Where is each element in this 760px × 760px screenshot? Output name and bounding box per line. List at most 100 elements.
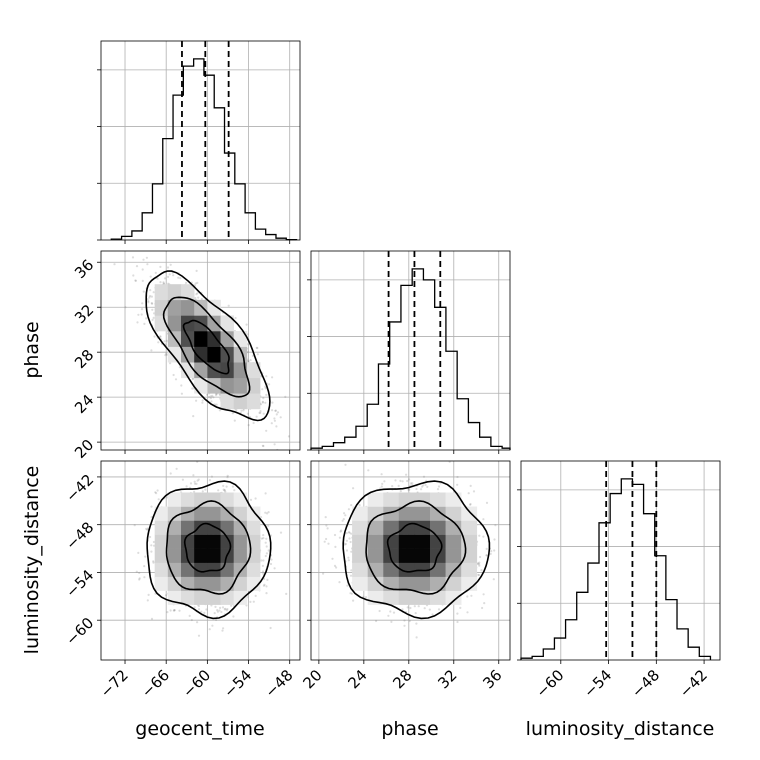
contour-line [145,270,271,422]
density-cell [207,492,221,507]
scatter-point [350,550,353,553]
scatter-point [216,609,219,612]
density-cell [194,590,208,605]
scatter-point [407,489,410,492]
density-cell [233,506,248,521]
scatter-point [408,478,411,481]
scatter-point [266,512,269,515]
scatter-point [214,605,217,609]
density-cell [154,562,169,577]
scatter-point [215,403,218,406]
scatter-point [152,316,155,319]
scatter-point [181,478,184,481]
scatter-point [150,349,153,352]
scatter-point [222,488,225,491]
density-cell [220,393,234,410]
scatter-point [259,410,262,413]
scatter-point [252,600,255,603]
density-cell [167,315,182,332]
scatter-point [269,562,273,566]
scatter-point [210,475,213,478]
scatter-point [265,429,268,432]
scatter-point [397,484,400,487]
scatter-point [265,552,268,555]
scatter-point [224,607,227,610]
scatter-point [185,281,188,284]
density-cell [181,534,195,549]
scatter-point [247,343,250,346]
contour-line [182,319,230,375]
scatter-point [204,488,207,491]
scatter-point [209,397,212,400]
scatter-point [265,393,268,396]
scatter-point [264,541,267,544]
scatter-point [275,413,278,416]
scatter-point [134,279,137,282]
scatter-point [242,409,245,412]
scatter-point [231,412,234,415]
density-cell [246,562,261,577]
scatter-point [518,539,520,541]
scatter-point [172,274,175,277]
contour-line [162,296,251,398]
hist-step-line [520,478,712,660]
scatter-point [172,609,175,612]
scatter-point [178,609,181,612]
density-cell [233,520,248,535]
scatter-point [215,618,218,622]
scatter-point [485,501,489,504]
density-cell [167,346,182,363]
scatter-point [143,565,146,568]
scatter-point [162,282,165,285]
scatter-point [265,585,268,588]
scatter-point [260,375,263,378]
scatter-point [157,341,160,344]
scatter-point [217,489,220,492]
density-cell [167,284,182,301]
density-cell [233,576,248,591]
scatter-point [273,443,276,446]
density-cell [220,590,234,605]
contour-line [146,480,272,620]
scatter-point [193,482,197,485]
scatter-point [230,604,233,607]
scatter-point [147,300,150,303]
scatter-point [273,567,276,570]
scatter-point [172,373,175,377]
density-cell [154,284,169,301]
density-cell [207,346,221,363]
scatter-point [138,571,141,575]
scatter-point [149,275,152,278]
density-cell [167,506,182,521]
scatter-point [251,354,254,357]
scatter-point [195,269,198,272]
scatter-point [262,397,265,400]
scatter-point [221,629,224,632]
scatter-point [148,296,151,299]
density-cell [181,506,195,521]
scatter-point [415,636,418,639]
hist-geocent-time [97,40,301,244]
scatter-point [252,421,255,425]
scatter-point [150,617,154,621]
scatter-point [156,277,159,280]
scatter-point [211,624,214,627]
scatter-point [180,392,183,395]
scatter-point [195,399,198,402]
density-frame-luminosity-distance-vs-geocent-time [97,460,301,664]
scatter-point [210,400,213,403]
scatter-point [255,346,258,349]
density-cell [181,562,195,577]
density-cell [167,576,182,591]
scatter-point [150,544,153,547]
scatter-point [224,490,227,493]
scatter-point [196,479,199,482]
scatter-point [268,383,271,386]
scatter-point [209,395,212,398]
scatter-point [155,492,158,495]
density-luminosity-distance-vs-geocent-time [101,461,300,660]
contour-line [183,522,232,573]
scatter-point [203,611,206,615]
scatter-point [178,366,181,369]
scatter-point [150,302,153,305]
